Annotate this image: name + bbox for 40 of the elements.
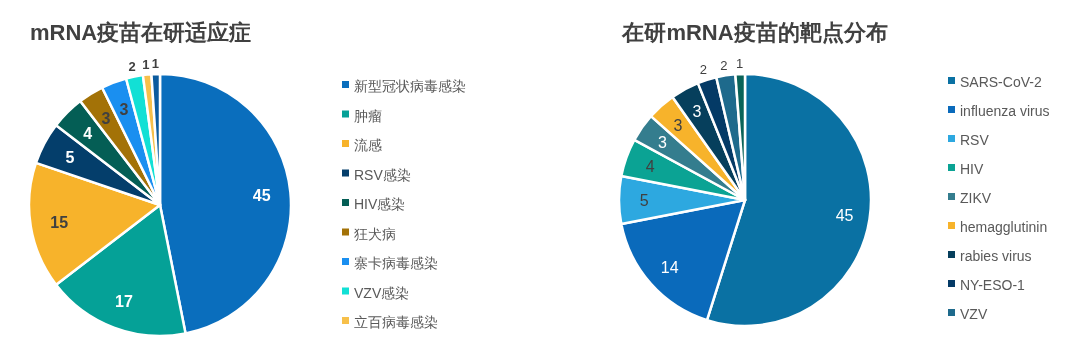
legend-label: RSV感染 xyxy=(354,166,411,183)
legend-label: RSV xyxy=(960,132,990,148)
legend-label: SARS-CoV-2 xyxy=(960,74,1042,90)
chart-title: mRNA疫苗在研适应症 xyxy=(30,20,252,45)
legend-label: rabies virus xyxy=(960,248,1032,264)
data-label: 45 xyxy=(252,186,271,204)
data-label: 4 xyxy=(645,157,655,175)
data-label: 5 xyxy=(65,148,75,166)
data-label: 14 xyxy=(660,259,679,277)
legend-label: 寨卡病毒感染 xyxy=(354,255,438,271)
data-label: 15 xyxy=(50,213,69,231)
legend-label: influenza virus xyxy=(960,103,1050,119)
data-label: 3 xyxy=(692,103,702,121)
legend-label: 立百病毒感染 xyxy=(354,314,438,330)
legend-label: hemagglutinin xyxy=(960,219,1048,235)
data-label: 17 xyxy=(115,292,134,310)
legend-label: 流感 xyxy=(354,137,382,153)
data-label: 2 xyxy=(699,62,707,78)
data-label: 1 xyxy=(142,56,150,72)
legend-label: HIV xyxy=(960,161,984,177)
data-label: 1 xyxy=(151,56,159,72)
legend-label: 新型冠状病毒感染 xyxy=(354,78,466,94)
data-label: 45 xyxy=(835,207,854,225)
legend-label: ZIKV xyxy=(960,190,992,206)
data-label: 2 xyxy=(128,58,136,74)
data-label: 1 xyxy=(736,56,744,72)
legend-label: HIV感染 xyxy=(354,196,406,212)
legend-label: NY-ESO-1 xyxy=(960,277,1026,293)
data-label: 3 xyxy=(658,134,668,152)
data-label: 4 xyxy=(83,124,93,142)
legend-label: 肿瘤 xyxy=(354,107,382,124)
legend-label: VZV xyxy=(960,306,988,322)
legend-label: VZV感染 xyxy=(354,284,410,301)
data-label: 3 xyxy=(101,110,111,128)
data-label: 5 xyxy=(639,192,649,209)
data-label: 3 xyxy=(119,101,129,119)
data-label: 3 xyxy=(673,116,683,134)
chart-title: 在研mRNA疫苗的靶点分布 xyxy=(621,20,888,45)
legend-label: 狂犬病 xyxy=(354,225,396,242)
data-label: 2 xyxy=(720,57,728,73)
